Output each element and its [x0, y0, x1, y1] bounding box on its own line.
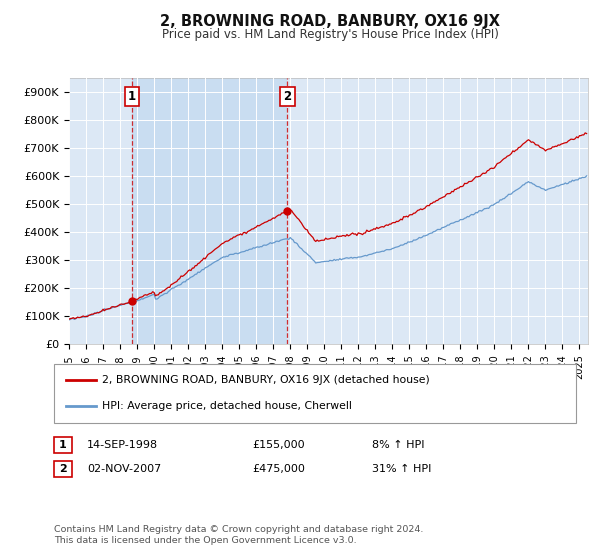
Text: £155,000: £155,000	[252, 440, 305, 450]
Bar	[132, 78, 287, 344]
Text: 1: 1	[128, 90, 136, 104]
Text: 2, BROWNING ROAD, BANBURY, OX16 9JX: 2, BROWNING ROAD, BANBURY, OX16 9JX	[160, 14, 500, 29]
Text: £475,000: £475,000	[252, 464, 305, 474]
Text: 02-NOV-2007: 02-NOV-2007	[87, 464, 161, 474]
Text: 2: 2	[59, 464, 67, 474]
Text: Price paid vs. HM Land Registry's House Price Index (HPI): Price paid vs. HM Land Registry's House …	[161, 28, 499, 41]
Text: Contains HM Land Registry data © Crown copyright and database right 2024.
This d: Contains HM Land Registry data © Crown c…	[54, 525, 424, 545]
Text: 8% ↑ HPI: 8% ↑ HPI	[372, 440, 425, 450]
Text: 2: 2	[283, 90, 292, 104]
Text: 14-SEP-1998: 14-SEP-1998	[87, 440, 158, 450]
Text: 2, BROWNING ROAD, BANBURY, OX16 9JX (detached house): 2, BROWNING ROAD, BANBURY, OX16 9JX (det…	[102, 375, 430, 385]
Text: 31% ↑ HPI: 31% ↑ HPI	[372, 464, 431, 474]
Text: 1: 1	[59, 440, 67, 450]
Text: HPI: Average price, detached house, Cherwell: HPI: Average price, detached house, Cher…	[102, 402, 352, 412]
